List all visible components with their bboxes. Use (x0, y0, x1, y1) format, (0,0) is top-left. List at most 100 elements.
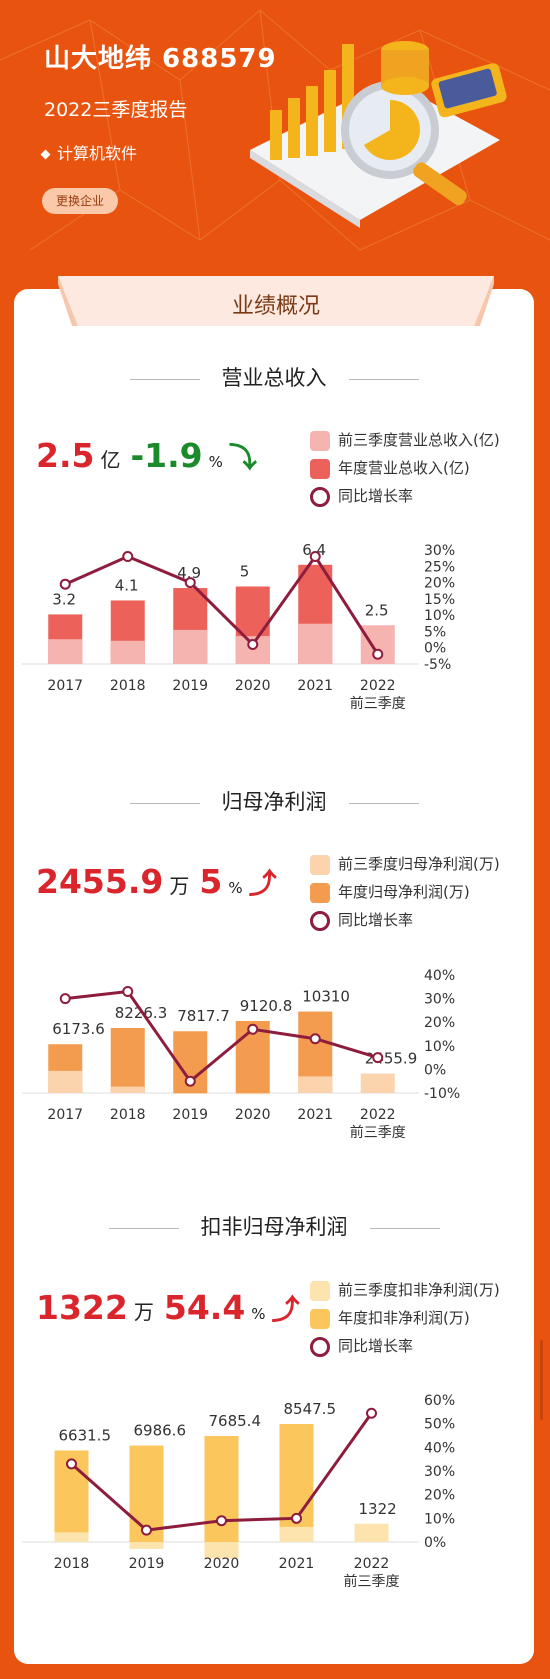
section-title-adj: 扣非归母净利润 (14, 1211, 534, 1241)
bar-quarterly (235, 1093, 270, 1095)
y2-tick-label: 0% (424, 1535, 446, 1551)
report-period: 2022三季度报告 (44, 99, 188, 121)
performance-card (14, 289, 534, 1664)
data-label: 2.5 (365, 601, 389, 619)
growth-point (291, 1512, 302, 1524)
industry-tag: 计算机软件 (40, 140, 138, 164)
kpi-unit: 万 (169, 874, 190, 898)
x-tick-label: 2021 (297, 678, 333, 694)
x-tick-label: 2020 (235, 1107, 271, 1123)
growth-line (65, 989, 379, 1084)
bar-quarterly (110, 640, 145, 664)
kpi-value: 2455.9 (36, 862, 164, 901)
bar-quarterly (129, 1542, 164, 1549)
bar-quarterly (48, 639, 83, 664)
arrow-up-icon: ⤴ (248, 867, 277, 900)
data-label: 3.2 (52, 590, 76, 608)
x-tick-label: 前三季度 (344, 1573, 400, 1590)
legend-item: 前三季度扣非净利润(万) (310, 1276, 500, 1304)
data-label: 6986.6 (134, 1422, 187, 1440)
bar-annual (279, 1424, 314, 1542)
y2-tick-label: 5% (424, 624, 446, 640)
bar-quarterly (173, 1093, 208, 1094)
y2-tick-label: -5% (424, 657, 451, 673)
bar-quarterly (54, 1532, 89, 1542)
x-tick-label: 前三季度 (350, 695, 406, 712)
y2-tick-label: 0% (424, 641, 446, 657)
x-tick-label: 2022 (360, 1107, 396, 1123)
diamond-icon (40, 149, 51, 160)
growth-point (247, 1023, 259, 1035)
legend-item: 前三季度营业总收入(亿) (310, 426, 500, 454)
bar-annual (110, 1028, 145, 1093)
growth-point (309, 1033, 321, 1045)
y2-tick-label: 0% (424, 1062, 446, 1078)
section-title-revenue: 营业总收入 (14, 362, 534, 392)
kpi-change: -1.9 (130, 436, 203, 475)
kpi-value: 2.5 (36, 436, 95, 475)
x-tick-label: 2017 (47, 1107, 83, 1123)
bar-quarterly (110, 1086, 145, 1093)
kpi-pct: % (228, 879, 243, 897)
legend-revenue: 前三季度营业总收入(亿) 年度营业总收入(亿) 同比增长率 (310, 426, 500, 510)
y2-tick-label: 20% (424, 576, 455, 592)
profit-chart: 6173.620178226.320187817.720199120.82020… (22, 968, 460, 1141)
data-label: 7685.4 (209, 1412, 262, 1430)
kpi-adj: 1322 万 54.4% ⤴ (36, 1288, 300, 1328)
growth-point (59, 993, 71, 1005)
industry-label: 计算机软件 (57, 144, 138, 163)
y2-tick-label: 10% (424, 1511, 455, 1527)
data-label: 7817.7 (177, 1007, 230, 1025)
data-label: 10310 (302, 988, 350, 1006)
x-tick-label: 2019 (172, 1107, 208, 1123)
legend-item: 年度扣非净利润(万) (310, 1304, 500, 1332)
x-tick-label: 2020 (235, 678, 271, 694)
kpi-pct: % (251, 1305, 266, 1323)
y2-tick-label: 10% (424, 1039, 455, 1055)
report-header: 山大地纬 688579 2022三季度报告 计算机软件 更换企业 (0, 0, 550, 300)
bar-quarterly (298, 1076, 333, 1093)
bar-quarterly (173, 629, 208, 664)
growth-point (122, 986, 134, 998)
x-tick-label: 前三季度 (350, 1124, 406, 1141)
y2-tick-label: 25% (424, 559, 455, 575)
y2-tick-label: 20% (424, 1015, 455, 1031)
adj-profit-chart: 6631.5 2018 6986.6 2019 7685.4 2020 8547.5 2021… (22, 1393, 455, 1590)
x-tick-label: 2020 (204, 1556, 240, 1572)
y2-tick-label: 40% (424, 1440, 455, 1456)
growth-point (59, 578, 71, 590)
x-tick-label: 2022 (354, 1556, 390, 1572)
legend-item: 年度营业总收入(亿) (310, 454, 500, 482)
x-tick-label: 2017 (47, 678, 83, 694)
report-illustration (250, 41, 507, 228)
data-label: 6173.6 (52, 1020, 105, 1038)
kpi-pct: % (208, 453, 223, 471)
change-company-button[interactable]: 更换企业 (42, 188, 118, 214)
x-tick-label: 2022 (360, 678, 396, 694)
growth-point (247, 638, 259, 650)
data-label: 5 (240, 563, 250, 581)
y2-tick-label: 30% (424, 992, 455, 1008)
section-title-profit: 归母净利润 (14, 786, 534, 816)
data-label: 9120.8 (240, 997, 293, 1015)
scrollbar[interactable] (540, 1340, 543, 1420)
data-label: 4.9 (177, 564, 201, 582)
y2-tick-label: 10% (424, 608, 455, 624)
y2-tick-label: 15% (424, 592, 455, 608)
company-title: 山大地纬 688579 (44, 44, 277, 74)
data-label: 8547.5 (284, 1400, 337, 1418)
card-tab (58, 276, 494, 326)
y2-tick-label: 20% (424, 1488, 455, 1504)
y2-tick-label: 30% (424, 1464, 455, 1480)
arrow-up-icon: ⤴ (271, 1293, 300, 1326)
legend-profit: 前三季度归母净利润(万) 年度归母净利润(万) 同比增长率 (310, 850, 500, 934)
x-tick-label: 2021 (297, 1107, 333, 1123)
bar-quarterly (298, 623, 333, 664)
y2-tick-label: 40% (424, 968, 455, 984)
revenue-chart: 3.220174.120184.92019520206.420212.52022… (22, 541, 455, 712)
growth-point (366, 1407, 377, 1419)
arrow-down-icon: ⤵ (228, 441, 257, 474)
bar-quarterly (354, 1523, 389, 1542)
kpi-unit: 亿 (100, 448, 121, 472)
data-label: 4.1 (115, 576, 139, 594)
